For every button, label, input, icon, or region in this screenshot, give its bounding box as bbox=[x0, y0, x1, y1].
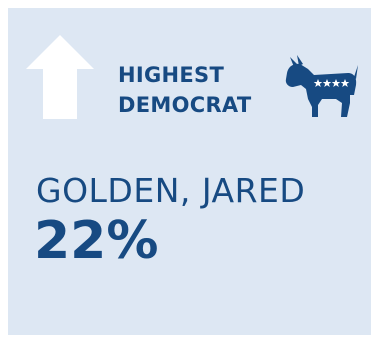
member-name: GOLDEN, JARED bbox=[36, 171, 306, 210]
heading-line-1: HIGHEST bbox=[118, 63, 225, 87]
category-heading: HIGHEST DEMOCRAT bbox=[118, 60, 251, 120]
highest-democrat-card: HIGHEST DEMOCRAT GOLDEN, JARED 22% bbox=[8, 8, 371, 335]
percentage-value: 22% bbox=[34, 211, 159, 271]
heading-line-2: DEMOCRAT bbox=[118, 93, 252, 117]
up-arrow-icon bbox=[26, 35, 94, 119]
democrat-donkey-icon bbox=[285, 55, 358, 117]
